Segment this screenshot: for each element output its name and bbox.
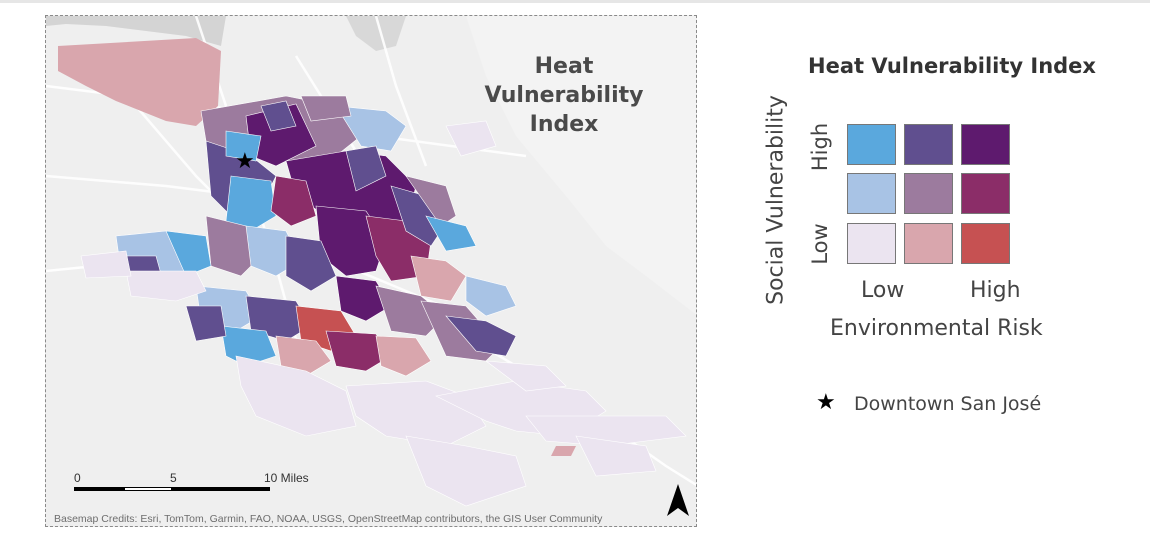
basemap-credits: Basemap Credits: Esri, TomTom, Garmin, F… — [54, 513, 603, 525]
legend-y-high: High — [808, 122, 832, 172]
map-title-line-1: Heat — [534, 54, 594, 79]
legend-cell-mid-mid — [904, 173, 953, 214]
legend-cell-high-mid — [904, 124, 953, 165]
legend-cell-high-low — [847, 124, 896, 165]
legend-x-high: High — [970, 278, 1021, 303]
legend-y-low: Low — [808, 223, 832, 265]
census-tracts — [115, 95, 517, 377]
map-title: Heat Vulnerability Index — [484, 52, 644, 139]
legend-cell-low-high — [961, 223, 1010, 264]
legend-y-axis-label: Social Vulnerability — [763, 95, 789, 305]
legend-landmark-label: Downtown San José — [854, 393, 1042, 415]
top-divider — [0, 0, 1150, 3]
basemap — [46, 16, 696, 507]
star-icon: ★ — [235, 149, 255, 174]
scale-segment — [74, 487, 124, 491]
star-icon: ★ — [816, 390, 836, 415]
legend-cell-low-mid — [904, 223, 953, 264]
legend-cell-mid-low — [847, 173, 896, 214]
scale-label-5: 5 — [170, 471, 177, 485]
scale-label-10: 10 Miles — [264, 471, 309, 485]
map-title-line-3: Index — [529, 112, 599, 137]
north-arrow-icon — [663, 482, 693, 518]
scale-label-0: 0 — [74, 471, 81, 485]
scale-segment — [124, 487, 172, 491]
legend-cell-high-high — [961, 124, 1010, 165]
legend-title: Heat Vulnerability Index — [808, 54, 1096, 78]
legend-cell-low-low — [847, 223, 896, 264]
legend-x-axis-label: Environmental Risk — [830, 316, 1043, 341]
legend-x-low: Low — [861, 278, 905, 303]
scale-segment — [172, 487, 270, 491]
scale-bar: 0 5 10 Miles — [74, 471, 309, 495]
map-frame[interactable]: Heat Vulnerability Index ★ 0 5 10 Miles … — [45, 15, 697, 527]
region-alviso — [58, 38, 221, 126]
map-title-line-2: Vulnerability — [484, 83, 644, 108]
legend-cell-mid-high — [961, 173, 1010, 214]
outer-tracts — [80, 120, 687, 507]
